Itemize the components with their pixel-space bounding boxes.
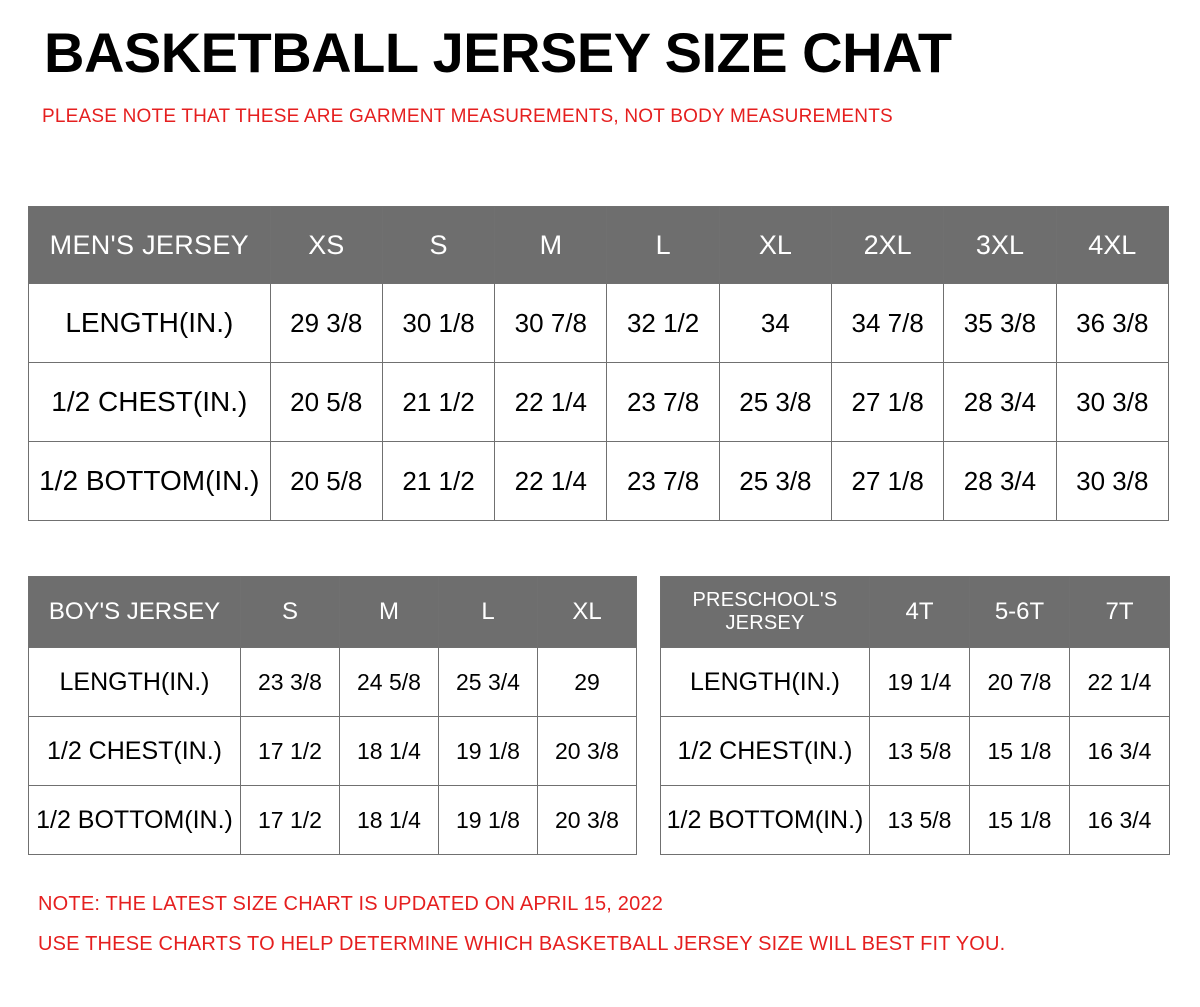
cell-chest-5-6t: 15 1/8 bbox=[969, 716, 1070, 786]
cell-length-s: 30 1/8 bbox=[381, 283, 496, 363]
cell-length-xl: 34 bbox=[718, 283, 833, 363]
column-header-4t: 4T bbox=[869, 576, 970, 648]
cell-chest-xl: 25 3/8 bbox=[718, 362, 833, 442]
column-header-5-6t: 5-6T bbox=[969, 576, 1070, 648]
cell-length-2xl: 34 7/8 bbox=[831, 283, 945, 363]
column-header-xl: XL bbox=[718, 206, 833, 284]
cell-bottom-m: 18 1/4 bbox=[339, 785, 439, 855]
cell-chest-4xl: 30 3/8 bbox=[1055, 362, 1170, 442]
cell-chest-7t: 16 3/4 bbox=[1069, 716, 1170, 786]
page-title: BASKETBALL JERSEY SIZE CHAT bbox=[44, 21, 952, 84]
mens-table-head: MEN'S JERSEY XS S M L XL 2XL 3XL 4XL bbox=[28, 206, 1170, 284]
table-row: 1/2 BOTTOM(IN.) 13 5/8 15 1/8 16 3/4 bbox=[660, 785, 1170, 855]
row-label-length: LENGTH(IN.) bbox=[28, 283, 271, 363]
cell-bottom-m: 22 1/4 bbox=[494, 441, 608, 521]
column-header-s: S bbox=[240, 576, 340, 648]
cell-bottom-7t: 16 3/4 bbox=[1069, 785, 1170, 855]
cell-bottom-xl: 25 3/8 bbox=[718, 441, 833, 521]
cell-length-3xl: 35 3/8 bbox=[943, 283, 1057, 363]
cell-length-m: 30 7/8 bbox=[494, 283, 608, 363]
cell-chest-4t: 13 5/8 bbox=[869, 716, 970, 786]
cell-length-5-6t: 20 7/8 bbox=[969, 647, 1070, 717]
cell-bottom-4t: 13 5/8 bbox=[869, 785, 970, 855]
row-label-length: LENGTH(IN.) bbox=[28, 647, 241, 717]
table-header-row: MEN'S JERSEY XS S M L XL 2XL 3XL 4XL bbox=[28, 206, 1170, 284]
row-label-length: LENGTH(IN.) bbox=[660, 647, 870, 717]
table-row: 1/2 CHEST(IN.) 17 1/2 18 1/4 19 1/8 20 3… bbox=[28, 716, 637, 786]
column-header-l: L bbox=[606, 206, 720, 284]
table-row: 1/2 BOTTOM(IN.) 17 1/2 18 1/4 19 1/8 20 … bbox=[28, 785, 637, 855]
preschool-table-head: PRESCHOOL'S JERSEY 4T 5-6T 7T bbox=[660, 576, 1170, 648]
mens-table-body: LENGTH(IN.) 29 3/8 30 1/8 30 7/8 32 1/2 … bbox=[28, 283, 1170, 521]
row-label-half-chest: 1/2 CHEST(IN.) bbox=[28, 716, 241, 786]
boys-jersey-size-table: BOY'S JERSEY S M L XL LENGTH(IN.) 23 3/8… bbox=[28, 576, 637, 855]
footer-note-usage: USE THESE CHARTS TO HELP DETERMINE WHICH… bbox=[38, 933, 1006, 955]
cell-chest-s: 21 1/2 bbox=[381, 362, 496, 442]
cell-length-xs: 29 3/8 bbox=[269, 283, 383, 363]
column-header-s: S bbox=[381, 206, 496, 284]
column-header-4xl: 4XL bbox=[1055, 206, 1170, 284]
cell-length-l: 25 3/4 bbox=[438, 647, 538, 717]
column-header-l: L bbox=[438, 576, 538, 648]
cell-chest-m: 22 1/4 bbox=[494, 362, 608, 442]
column-header-xs: XS bbox=[269, 206, 383, 284]
preschool-table-title-cell: PRESCHOOL'S JERSEY bbox=[660, 576, 870, 648]
cell-bottom-xl: 20 3/8 bbox=[537, 785, 637, 855]
cell-chest-2xl: 27 1/8 bbox=[831, 362, 945, 442]
cell-chest-m: 18 1/4 bbox=[339, 716, 439, 786]
table-row: 1/2 BOTTOM(IN.) 20 5/8 21 1/2 22 1/4 23 … bbox=[28, 441, 1170, 521]
footer-notes: NOTE: THE LATEST SIZE CHART IS UPDATED O… bbox=[38, 884, 1158, 964]
table-row: LENGTH(IN.) 23 3/8 24 5/8 25 3/4 29 bbox=[28, 647, 637, 717]
row-label-half-bottom: 1/2 BOTTOM(IN.) bbox=[28, 441, 271, 521]
column-header-m: M bbox=[494, 206, 608, 284]
mens-table-title-cell: MEN'S JERSEY bbox=[28, 206, 271, 284]
column-header-2xl: 2XL bbox=[831, 206, 945, 284]
cell-length-xl: 29 bbox=[537, 647, 637, 717]
cell-length-4xl: 36 3/8 bbox=[1055, 283, 1170, 363]
cell-chest-3xl: 28 3/4 bbox=[943, 362, 1057, 442]
footer-note-update-date: NOTE: THE LATEST SIZE CHART IS UPDATED O… bbox=[38, 893, 664, 915]
table-header-row: PRESCHOOL'S JERSEY 4T 5-6T 7T bbox=[660, 576, 1170, 648]
cell-bottom-5-6t: 15 1/8 bbox=[969, 785, 1070, 855]
cell-length-l: 32 1/2 bbox=[606, 283, 720, 363]
cell-bottom-2xl: 27 1/8 bbox=[831, 441, 945, 521]
preschool-jersey-size-table: PRESCHOOL'S JERSEY 4T 5-6T 7T LENGTH(IN.… bbox=[660, 576, 1170, 855]
boys-table-head: BOY'S JERSEY S M L XL bbox=[28, 576, 637, 648]
mens-jersey-size-table: MEN'S JERSEY XS S M L XL 2XL 3XL 4XL LEN… bbox=[28, 206, 1170, 521]
cell-bottom-4xl: 30 3/8 bbox=[1055, 441, 1170, 521]
cell-length-s: 23 3/8 bbox=[240, 647, 340, 717]
table-row: 1/2 CHEST(IN.) 13 5/8 15 1/8 16 3/4 bbox=[660, 716, 1170, 786]
row-label-half-chest: 1/2 CHEST(IN.) bbox=[660, 716, 870, 786]
cell-bottom-s: 17 1/2 bbox=[240, 785, 340, 855]
column-header-m: M bbox=[339, 576, 439, 648]
row-label-half-bottom: 1/2 BOTTOM(IN.) bbox=[28, 785, 241, 855]
cell-chest-xl: 20 3/8 bbox=[537, 716, 637, 786]
row-label-half-bottom: 1/2 BOTTOM(IN.) bbox=[660, 785, 870, 855]
column-header-7t: 7T bbox=[1069, 576, 1170, 648]
table-header-row: BOY'S JERSEY S M L XL bbox=[28, 576, 637, 648]
cell-chest-l: 23 7/8 bbox=[606, 362, 720, 442]
boys-table-body: LENGTH(IN.) 23 3/8 24 5/8 25 3/4 29 1/2 … bbox=[28, 647, 637, 855]
cell-chest-l: 19 1/8 bbox=[438, 716, 538, 786]
cell-length-4t: 19 1/4 bbox=[869, 647, 970, 717]
boys-table-title-cell: BOY'S JERSEY bbox=[28, 576, 241, 648]
cell-bottom-3xl: 28 3/4 bbox=[943, 441, 1057, 521]
cell-bottom-s: 21 1/2 bbox=[381, 441, 496, 521]
preschool-table-body: LENGTH(IN.) 19 1/4 20 7/8 22 1/4 1/2 CHE… bbox=[660, 647, 1170, 855]
cell-bottom-l: 23 7/8 bbox=[606, 441, 720, 521]
cell-length-m: 24 5/8 bbox=[339, 647, 439, 717]
cell-chest-xs: 20 5/8 bbox=[269, 362, 383, 442]
cell-length-7t: 22 1/4 bbox=[1069, 647, 1170, 717]
column-header-3xl: 3XL bbox=[943, 206, 1057, 284]
cell-chest-s: 17 1/2 bbox=[240, 716, 340, 786]
cell-bottom-xs: 20 5/8 bbox=[269, 441, 383, 521]
table-row: LENGTH(IN.) 29 3/8 30 1/8 30 7/8 32 1/2 … bbox=[28, 283, 1170, 363]
cell-bottom-l: 19 1/8 bbox=[438, 785, 538, 855]
table-row: LENGTH(IN.) 19 1/4 20 7/8 22 1/4 bbox=[660, 647, 1170, 717]
row-label-half-chest: 1/2 CHEST(IN.) bbox=[28, 362, 271, 442]
garment-measurement-disclaimer: PLEASE NOTE THAT THESE ARE GARMENT MEASU… bbox=[42, 106, 893, 127]
column-header-xl: XL bbox=[537, 576, 637, 648]
table-row: 1/2 CHEST(IN.) 20 5/8 21 1/2 22 1/4 23 7… bbox=[28, 362, 1170, 442]
